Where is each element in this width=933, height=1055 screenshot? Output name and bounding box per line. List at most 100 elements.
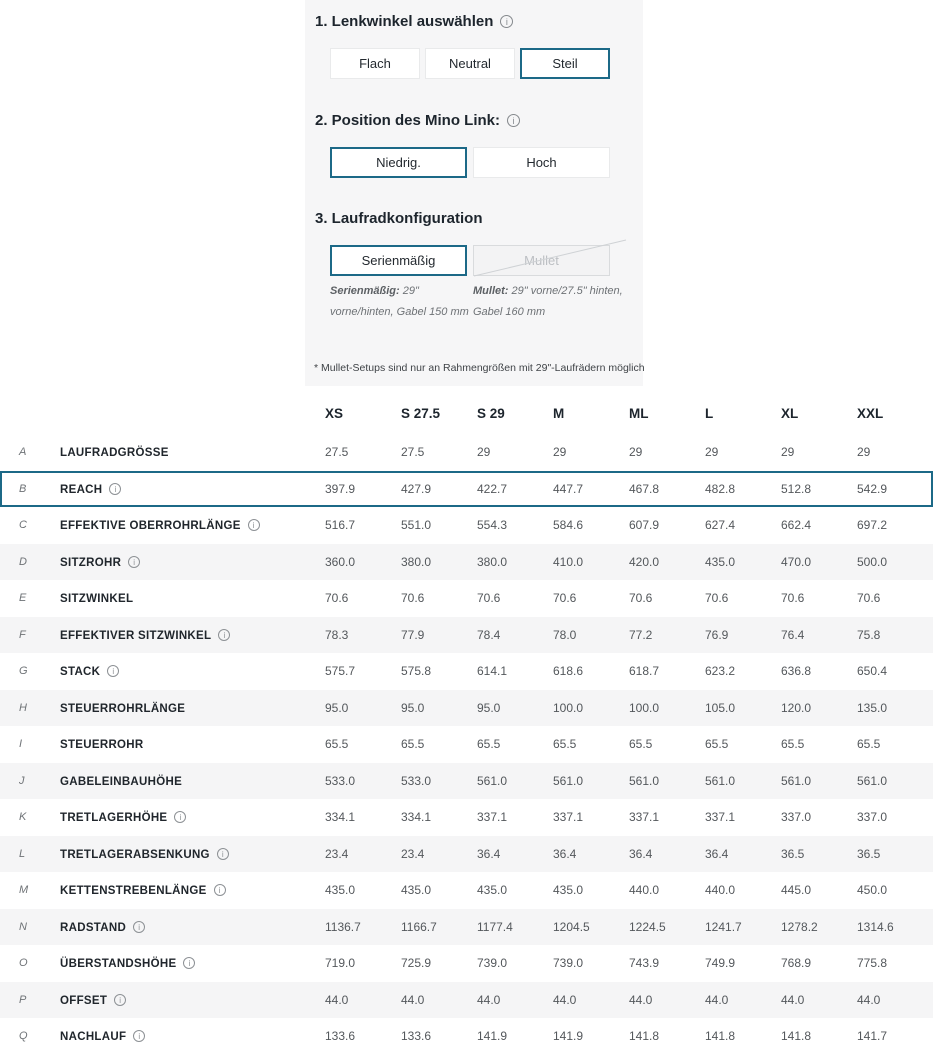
value-cell: 482.8 — [705, 481, 736, 496]
table-row[interactable]: Q NACHLAUF i 133.6 133.6 141.9 141.9 141.8 141.8… — [0, 1018, 933, 1055]
mino-link-option-hoch[interactable]: Hoch — [473, 147, 610, 178]
value-cell: 584.6 — [553, 518, 584, 533]
table-row[interactable]: A LAUFRADGRÖSSE 27.5 27.5 29 29 29 29 29 29 — [0, 434, 933, 471]
info-icon[interactable]: i — [133, 920, 146, 933]
table-row[interactable]: J GABELEINBAUHÖHE 533.0 533.0 561.0 561.0 561.… — [0, 762, 933, 799]
info-icon[interactable]: i — [247, 519, 260, 532]
value-cell: 360.0 — [325, 554, 356, 569]
head-angle-option-steil[interactable]: Steil — [520, 48, 610, 79]
table-row[interactable]: B REACH i 397.9 427.9 422.7 447.7 467.8 482.8 512… — [0, 470, 933, 507]
value-cell: 141.8 — [629, 1029, 660, 1044]
caption-text: 29" vorne/hinten, Gabel 150 mm — [330, 285, 469, 318]
row-letter: K — [19, 811, 27, 824]
row-label: TRETLAGERHÖHE — [60, 812, 168, 825]
value-cell: 36.4 — [477, 846, 501, 861]
section-title-text: 1. Lenkwinkel auswählen — [315, 13, 494, 30]
value-cell: 29 — [477, 445, 491, 460]
table-header-row: XS S 27.5 S 29 M ML L XL XXL — [0, 392, 933, 434]
info-icon[interactable]: i — [218, 628, 231, 641]
table-row[interactable]: M KETTENSTREBENLÄNGE i 435.0 435.0 435.0 435.0… — [0, 872, 933, 909]
value-cell: 380.0 — [401, 554, 432, 569]
table-row[interactable]: L TRETLAGERABSENKUNG i 23.4 23.4 36.4 36.4 36.4… — [0, 835, 933, 872]
value-cell: 75.8 — [857, 627, 881, 642]
value-cell: 141.7 — [857, 1029, 888, 1044]
row-label: EFFEKTIVER SITZWINKEL — [60, 629, 212, 642]
info-icon[interactable]: i — [107, 665, 120, 678]
row-label: SITZWINKEL — [60, 593, 134, 606]
value-cell: 650.4 — [857, 664, 888, 679]
column-header-s-27.5: S 27.5 — [401, 405, 441, 421]
info-icon[interactable]: i — [507, 114, 521, 127]
value-cell: 1204.5 — [553, 919, 590, 934]
value-cell: 420.0 — [629, 554, 660, 569]
value-cell: 27.5 — [325, 445, 349, 460]
caption-lead: Mullet: — [473, 285, 509, 297]
value-cell: 435.0 — [705, 554, 736, 569]
table-row[interactable]: I STEUERROHR 65.5 65.5 65.5 65.5 65.5 65.5 65.5 6… — [0, 726, 933, 763]
value-cell: 1241.7 — [705, 919, 742, 934]
table-row[interactable]: O ÜBERSTANDSHÖHE i 719.0 725.9 739.0 739.0 743.… — [0, 945, 933, 982]
value-cell: 768.9 — [781, 956, 812, 971]
table-row[interactable]: H STEUERROHRLÄNGE 95.0 95.0 95.0 100.0 100.0 10… — [0, 689, 933, 726]
value-cell: 36.5 — [857, 846, 881, 861]
table-row[interactable]: K TRETLAGERHÖHE i 334.1 334.1 337.1 337.1 337.1… — [0, 799, 933, 836]
table-row[interactable]: E SITZWINKEL 70.6 70.6 70.6 70.6 70.6 70.6 70.6 7… — [0, 580, 933, 617]
info-icon[interactable]: i — [183, 957, 196, 970]
value-cell: 95.0 — [325, 700, 349, 715]
value-cell: 533.0 — [401, 773, 432, 788]
value-cell: 133.6 — [325, 1029, 356, 1044]
column-header-xl: XL — [781, 405, 799, 421]
table-row[interactable]: P OFFSET i 44.0 44.0 44.0 44.0 44.0 44.0 44.0 44.0 — [0, 981, 933, 1018]
value-cell: 70.6 — [705, 591, 729, 606]
caption-mullet: Mullet: 29" vorne/27.5" hinten, Gabel 16… — [473, 281, 625, 323]
value-cell: 1136.7 — [325, 919, 361, 934]
value-cell: 749.9 — [705, 956, 736, 971]
value-cell: 29 — [553, 445, 567, 460]
info-icon[interactable]: i — [109, 482, 122, 495]
wheel-option-serienmaessig[interactable]: Serienmäßig — [330, 245, 467, 276]
column-header-l: L — [705, 405, 714, 421]
table-row[interactable]: N RADSTAND i 1136.7 1166.7 1177.4 1204.5 1224.5… — [0, 908, 933, 945]
caption-serienmaessig: Serienmäßig: 29" vorne/hinten, Gabel 150… — [330, 281, 472, 323]
value-cell: 76.9 — [705, 627, 729, 642]
mino-link-option-niedrig[interactable]: Niedrig. — [330, 147, 467, 178]
section-title-wheel-config: 3. Laufradkonfiguration — [315, 210, 483, 227]
info-icon[interactable]: i — [174, 811, 187, 824]
row-label-cell: STEUERROHR — [42, 735, 325, 753]
head-angle-option-flach[interactable]: Flach — [330, 48, 420, 79]
value-cell: 27.5 — [401, 445, 425, 460]
table-row[interactable]: G STACK i 575.7 575.8 614.1 618.6 618.7 623.2 636… — [0, 653, 933, 690]
value-cell: 70.6 — [629, 591, 653, 606]
info-icon[interactable]: i — [213, 884, 226, 897]
row-label: RADSTAND — [60, 921, 127, 934]
value-cell: 65.5 — [553, 737, 577, 752]
value-cell: 337.0 — [781, 810, 812, 825]
table-row[interactable]: D SITZROHR i 360.0 380.0 380.0 410.0 420.0 435.0… — [0, 543, 933, 580]
value-cell: 36.4 — [629, 846, 653, 861]
value-cell: 23.4 — [325, 846, 349, 861]
value-cell: 440.0 — [705, 883, 736, 898]
value-cell: 95.0 — [477, 700, 501, 715]
value-cell: 337.1 — [477, 810, 508, 825]
value-cell: 70.6 — [325, 591, 349, 606]
row-label: STEUERROHRLÄNGE — [60, 702, 186, 715]
row-label-cell: LAUFRADGRÖSSE — [42, 443, 325, 461]
row-label: OFFSET — [60, 994, 108, 1007]
table-row[interactable]: C EFFEKTIVE OBERROHRLÄNGE i 516.7 551.0 554.3… — [0, 507, 933, 544]
row-letter: I — [19, 738, 23, 751]
value-cell: 135.0 — [857, 700, 888, 715]
head-angle-option-neutral[interactable]: Neutral — [425, 48, 515, 79]
row-letter: G — [19, 665, 28, 678]
table-row[interactable]: F EFFEKTIVER SITZWINKEL i 78.3 77.9 78.4 78.0 7… — [0, 616, 933, 653]
value-cell: 65.5 — [477, 737, 501, 752]
info-icon[interactable]: i — [133, 1030, 146, 1043]
row-letter: Q — [19, 1030, 28, 1043]
info-icon[interactable]: i — [114, 993, 127, 1006]
info-icon[interactable]: i — [216, 847, 229, 860]
row-label: TRETLAGERABSENKUNG — [60, 848, 210, 861]
wheel-option-mullet: Mullet — [473, 239, 627, 277]
row-label: NACHLAUF — [60, 1031, 127, 1044]
info-icon[interactable]: i — [128, 555, 141, 568]
value-cell: 435.0 — [553, 883, 584, 898]
info-icon[interactable]: i — [500, 15, 514, 28]
